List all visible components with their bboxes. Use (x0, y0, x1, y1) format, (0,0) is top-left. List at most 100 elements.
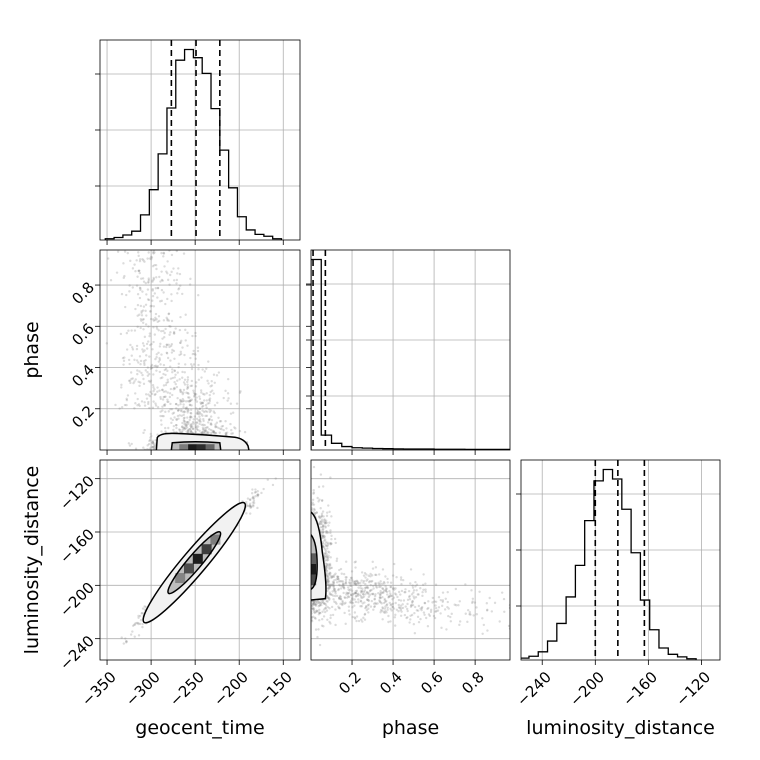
scatter-point (214, 425, 216, 427)
scatter-point (337, 576, 339, 578)
scatter-point (405, 617, 407, 619)
scatter-point (429, 615, 431, 617)
scatter-point (412, 591, 414, 593)
scatter-point (179, 329, 181, 331)
scatter-point (190, 409, 192, 411)
scatter-point (177, 404, 179, 406)
scatter-point (187, 379, 189, 381)
scatter-point (337, 589, 339, 591)
scatter-point (218, 371, 220, 373)
scatter-point (229, 423, 231, 425)
scatter-point (155, 318, 157, 320)
scatter-point (381, 618, 383, 620)
scatter-point (337, 605, 339, 607)
scatter-point (146, 257, 148, 259)
scatter-point (216, 402, 218, 404)
scatter-point (149, 439, 151, 441)
scatter-point (351, 606, 353, 608)
scatter-point (202, 418, 204, 420)
scatter-point (438, 606, 440, 608)
scatter-point (138, 634, 140, 636)
scatter-point (439, 612, 441, 614)
scatter-point (140, 619, 142, 621)
scatter-point (139, 381, 141, 383)
scatter-point (167, 357, 169, 359)
scatter-point (178, 363, 180, 365)
scatter-point (347, 586, 349, 588)
scatter-point (262, 488, 264, 490)
scatter-point (170, 271, 172, 273)
scatter-point (146, 397, 148, 399)
scatter-point (195, 424, 197, 426)
scatter-point (134, 636, 136, 638)
scatter-point (127, 330, 129, 332)
scatter-point (338, 569, 340, 571)
scatter-point (444, 608, 446, 610)
scatter-point (150, 366, 152, 368)
scatter-point (141, 626, 143, 628)
scatter-point (450, 620, 452, 622)
scatter-point (180, 351, 182, 353)
scatter-point (137, 304, 139, 306)
scatter-point (363, 574, 365, 576)
scatter-point (408, 590, 410, 592)
scatter-point (342, 592, 344, 594)
scatter-point (247, 497, 249, 499)
scatter-point (253, 500, 255, 502)
scatter-point (135, 378, 137, 380)
scatter-point (156, 366, 158, 368)
scatter-point (142, 447, 144, 449)
scatter-point (160, 330, 162, 332)
scatter-point (172, 267, 174, 269)
scatter-point (184, 421, 186, 423)
scatter-point (171, 343, 173, 345)
scatter-point (195, 431, 197, 433)
scatter-point (393, 588, 395, 590)
scatter-point (165, 384, 167, 386)
scatter-point (442, 599, 444, 601)
scatter-point (201, 406, 203, 408)
scatter-point (140, 318, 142, 320)
scatter-point (178, 409, 180, 411)
scatter-point (165, 382, 167, 384)
scatter-point (357, 601, 359, 603)
scatter-point (164, 430, 166, 432)
scatter-point (183, 381, 185, 383)
scatter-point (199, 401, 201, 403)
scatter-point (144, 336, 146, 338)
scatter-point (367, 608, 369, 610)
scatter-point (375, 566, 377, 568)
scatter-point (387, 606, 389, 608)
scatter-point (422, 589, 424, 591)
scatter-point (393, 563, 395, 565)
scatter-point (179, 401, 181, 403)
scatter-point (182, 391, 184, 393)
scatter-point (166, 398, 168, 400)
scatter-point (133, 359, 135, 361)
scatter-point (130, 633, 132, 635)
scatter-point (176, 279, 178, 281)
scatter-point (363, 580, 365, 582)
scatter-point (331, 567, 333, 569)
scatter-point (152, 341, 154, 343)
scatter-point (209, 411, 211, 413)
scatter-point (194, 332, 196, 334)
scatter-point (364, 618, 366, 620)
scatter-point (159, 363, 161, 365)
scatter-point (378, 573, 380, 575)
scatter-point (149, 332, 151, 334)
scatter-point (150, 435, 152, 437)
scatter-point (317, 628, 319, 630)
scatter-point (400, 583, 402, 585)
scatter-point (139, 327, 141, 329)
scatter-point (395, 593, 397, 595)
scatter-point (107, 257, 109, 259)
scatter-point (222, 397, 224, 399)
scatter-point (208, 408, 210, 410)
scatter-point (127, 252, 129, 254)
scatter-point (164, 332, 166, 334)
scatter-point (321, 624, 323, 626)
scatter-point (313, 489, 315, 491)
scatter-point (141, 400, 143, 402)
hist-panel-phase (311, 250, 516, 450)
